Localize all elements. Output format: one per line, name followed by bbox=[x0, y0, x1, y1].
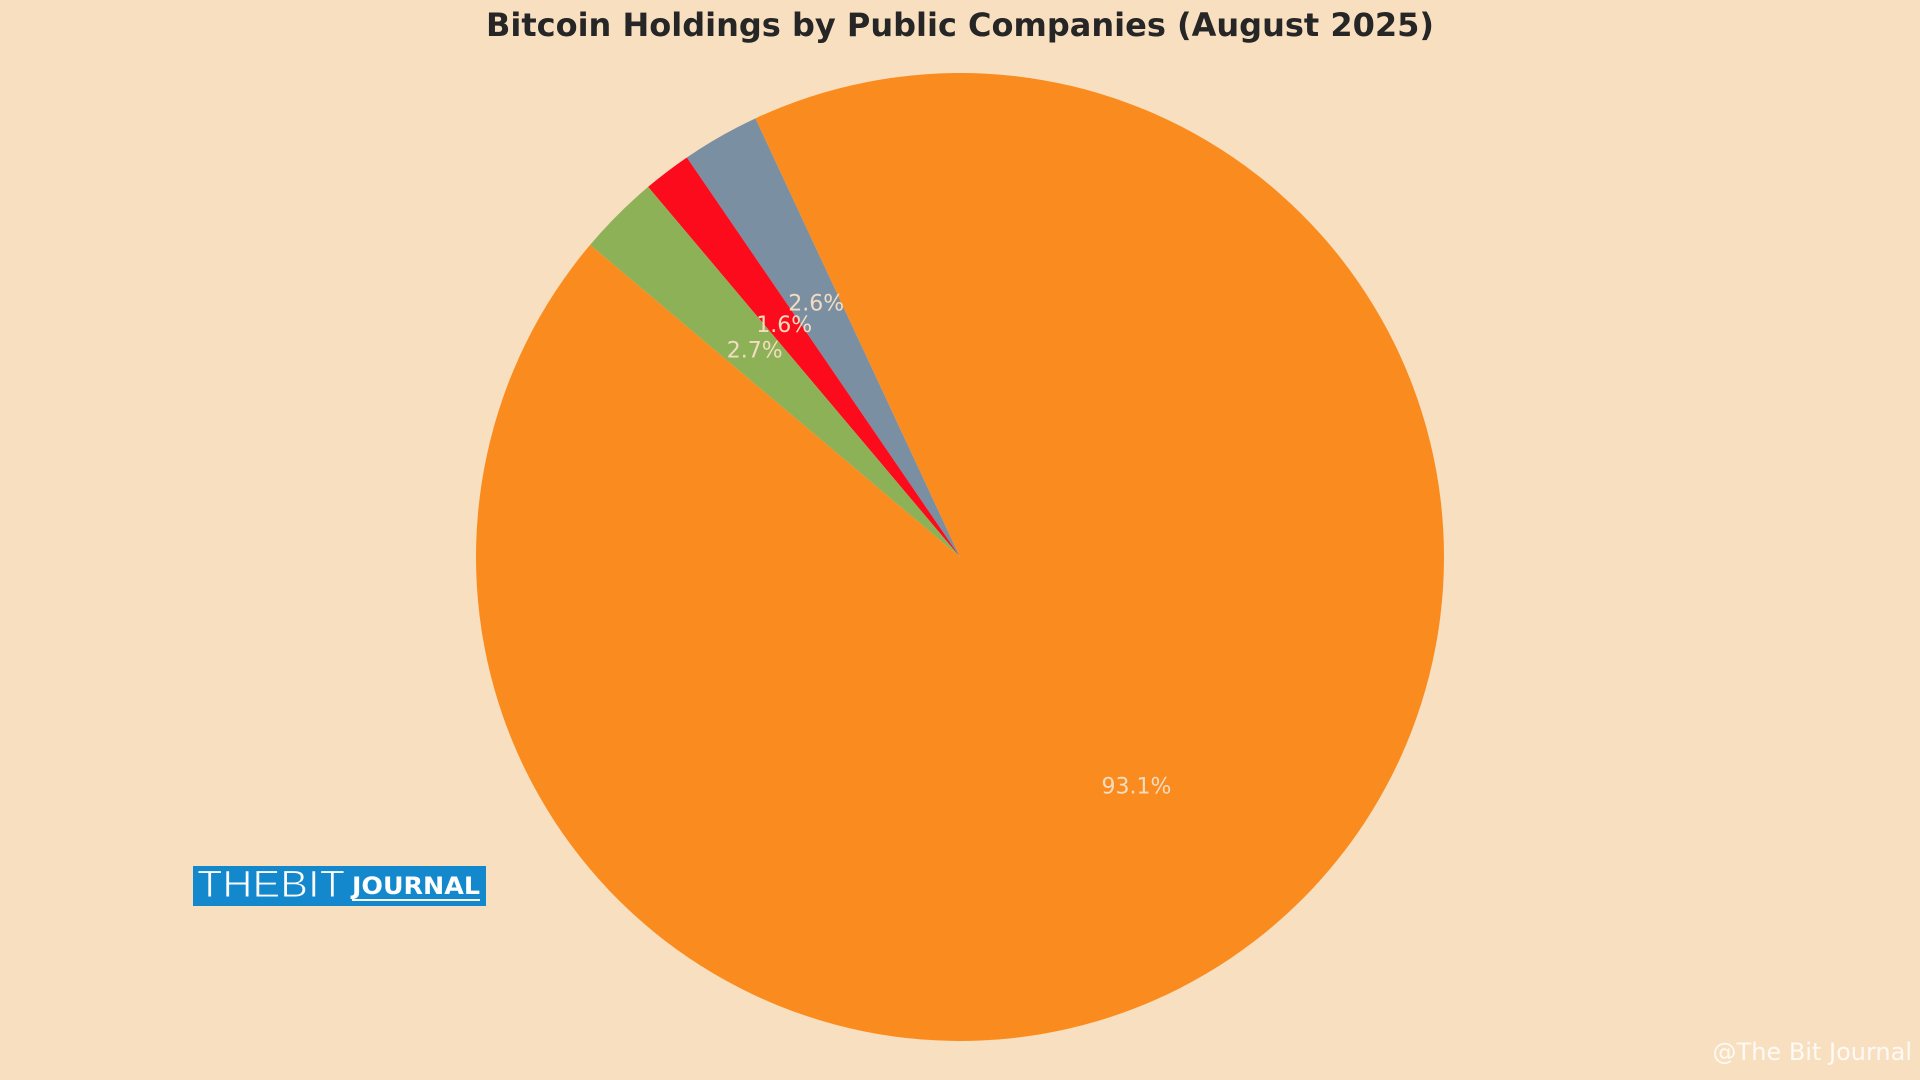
pie-slice bbox=[648, 157, 960, 557]
slice-label: 1.6% bbox=[756, 313, 812, 338]
slice-label: 2.7% bbox=[727, 339, 783, 364]
logo-text: JOURNAL bbox=[350, 872, 480, 900]
credit: @The Bit Journal bbox=[1713, 1038, 1912, 1066]
logo-text: THEBIT bbox=[197, 864, 345, 906]
pie-slice bbox=[590, 186, 960, 557]
pie-slice bbox=[686, 118, 960, 557]
slice-label: 93.1% bbox=[1102, 775, 1172, 800]
chart-title: Bitcoin Holdings by Public Companies (Au… bbox=[486, 6, 1434, 44]
logo: THEBIT JOURNAL bbox=[193, 864, 486, 907]
pie-slice bbox=[476, 72, 1444, 1042]
slice-label: 2.6% bbox=[788, 292, 844, 317]
